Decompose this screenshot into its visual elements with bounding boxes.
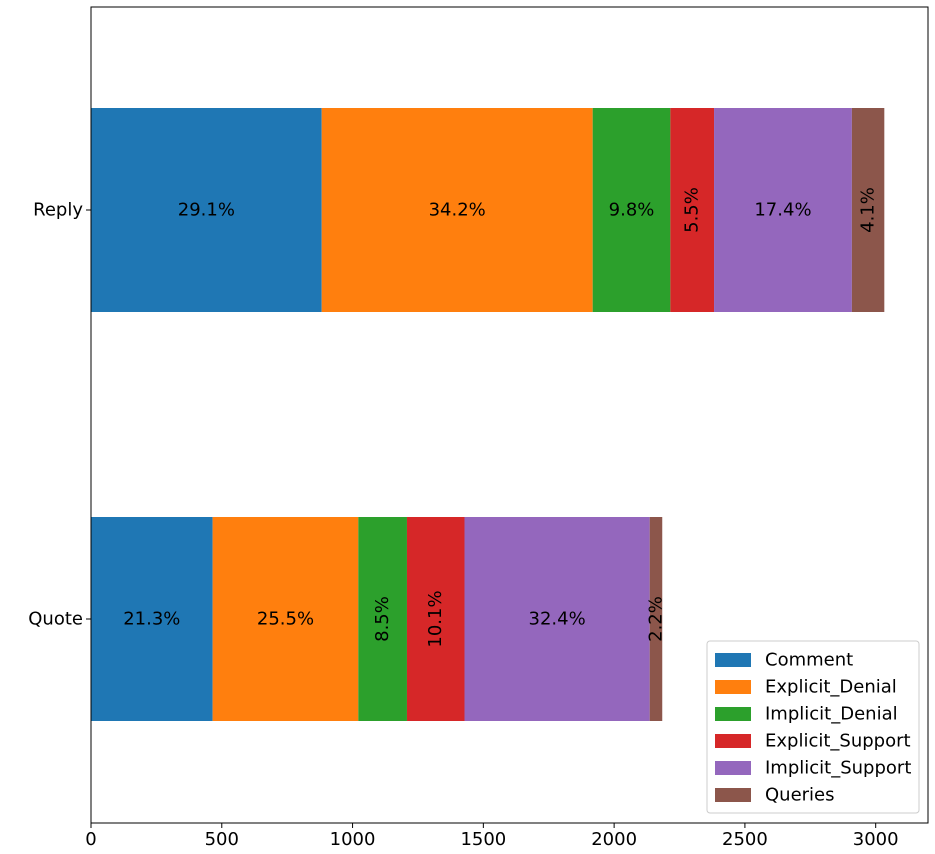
bar-label-quote-explicit-denial: 25.5% (257, 609, 314, 630)
legend-label-explicit-support: Explicit_Support (765, 731, 911, 752)
bar-quote-explicit-denial (212, 517, 359, 721)
bar-quote-queries (649, 517, 663, 721)
legend-label-implicit-support: Implicit_Support (765, 758, 911, 779)
legend-label-comment: Comment (765, 650, 853, 671)
bar-label-quote-implicit-denial: 8.5% (372, 596, 393, 642)
legend-swatch-queries (715, 788, 751, 802)
bar-label-reply-queries: 4.1% (858, 187, 879, 233)
bar-label-quote-queries: 2.2% (645, 596, 666, 642)
legend-box (706, 640, 920, 814)
bar-reply-implicit-denial (592, 108, 671, 312)
legend: Comment Explicit_Denial Implicit_Denial Exp… (706, 640, 920, 814)
x-tick-label: 1500 (460, 829, 506, 850)
x-tick-label: 3000 (853, 829, 899, 850)
x-tick-label: 500 (205, 829, 239, 850)
x-axis: 0 500 1000 1500 2000 2500 3000 (85, 823, 899, 850)
legend-swatch-implicit-denial (715, 707, 751, 721)
legend-swatch-comment (715, 653, 751, 667)
bar-reply-explicit-support (670, 108, 715, 312)
bar-quote-implicit-support (464, 517, 650, 721)
y-tick-label-reply: Reply (33, 200, 83, 221)
bar-reply-queries (851, 108, 885, 312)
x-tick-label: 0 (85, 829, 96, 850)
legend-swatch-explicit-denial (715, 680, 751, 694)
bar-reply-comment (91, 108, 322, 312)
legend-label-implicit-denial: Implicit_Denial (765, 704, 898, 725)
bar-label-quote-implicit-support: 32.4% (529, 609, 586, 630)
legend-swatch-implicit-support (715, 761, 751, 775)
y-axis: Quote Reply (28, 200, 91, 630)
legend-label-queries: Queries (765, 785, 835, 806)
bar-label-reply-implicit-denial: 9.8% (609, 200, 655, 221)
x-tick-label: 2500 (722, 829, 768, 850)
plot-frame (90, 6, 929, 824)
x-tick-label: 1000 (330, 829, 376, 850)
bar-label-reply-explicit-support: 5.5% (682, 187, 703, 233)
bar-reply-implicit-support (714, 108, 852, 312)
bar-quote-comment (91, 517, 213, 721)
legend-swatch-explicit-support (715, 734, 751, 748)
y-tick-label-quote: Quote (28, 609, 83, 630)
bar-labels-layer: 21.3% 25.5% 8.5% 10.1% 32.4% 2.2% 29.1% 34.2% 9.… (123, 187, 878, 647)
bar-label-quote-explicit-support: 10.1% (425, 590, 446, 647)
bar-quote-implicit-denial (358, 517, 407, 721)
bars-layer (91, 108, 885, 721)
bar-quote-explicit-support (406, 517, 465, 721)
legend-label-explicit-denial: Explicit_Denial (765, 677, 897, 698)
x-tick-label: 2000 (591, 829, 637, 850)
bar-label-reply-implicit-support: 17.4% (754, 200, 811, 221)
bar-label-quote-comment: 21.3% (123, 609, 180, 630)
bar-label-reply-explicit-denial: 34.2% (429, 200, 486, 221)
bar-label-reply-comment: 29.1% (178, 200, 235, 221)
bar-reply-explicit-denial (321, 108, 593, 312)
